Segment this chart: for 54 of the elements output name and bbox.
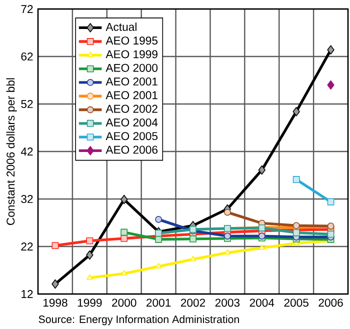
legend-label: AEO 2006 bbox=[106, 146, 158, 154]
point bbox=[327, 230, 334, 238]
legend-label: Actual bbox=[106, 22, 136, 31]
point bbox=[327, 198, 334, 206]
point bbox=[120, 194, 128, 204]
x-tick-label: 2006 bbox=[318, 298, 343, 307]
legend-label: AEO 2001 bbox=[106, 78, 158, 86]
legend-label: AEO 2000 bbox=[106, 64, 158, 72]
y-tick-label: 12 bbox=[22, 290, 33, 298]
x-tick-label: 2005 bbox=[284, 298, 308, 307]
point bbox=[155, 236, 162, 243]
point bbox=[327, 80, 334, 90]
point bbox=[327, 45, 334, 55]
point bbox=[190, 256, 196, 262]
point bbox=[292, 229, 300, 236]
point bbox=[52, 242, 59, 250]
point bbox=[155, 216, 162, 223]
point bbox=[292, 176, 300, 183]
x-tick-label: 2001 bbox=[146, 298, 171, 307]
x-tick-label: 1999 bbox=[78, 298, 102, 307]
legend-label: AEO 2002 bbox=[106, 104, 158, 113]
legend-label: AEO 1999 bbox=[106, 50, 158, 58]
x-tick-label: 2003 bbox=[215, 298, 240, 307]
x-tick-label: 2004 bbox=[250, 298, 274, 307]
x-tick-label: 2000 bbox=[112, 298, 136, 307]
y-tick-label: 42 bbox=[20, 148, 33, 156]
point bbox=[258, 244, 265, 250]
y-tick-label: 22 bbox=[21, 242, 33, 250]
point bbox=[190, 235, 196, 242]
point bbox=[86, 237, 94, 244]
point bbox=[86, 274, 93, 280]
point bbox=[120, 228, 128, 236]
y-tick-label: 52 bbox=[21, 100, 33, 108]
point bbox=[155, 230, 162, 237]
point bbox=[121, 270, 128, 276]
point bbox=[86, 250, 94, 260]
y-tick-label: 72 bbox=[21, 5, 33, 13]
point bbox=[156, 262, 162, 268]
point bbox=[292, 106, 300, 116]
point bbox=[52, 279, 59, 289]
y-axis-title: Constant 2006 dollars per bbl bbox=[6, 78, 17, 225]
legend-label: AEO 2001 bbox=[106, 91, 158, 100]
point bbox=[258, 165, 266, 175]
legend-label: AEO 1995 bbox=[106, 36, 158, 45]
point bbox=[120, 234, 128, 242]
x-tick-label: 1998 bbox=[43, 298, 68, 307]
y-tick-label: 62 bbox=[21, 52, 33, 61]
point bbox=[224, 208, 231, 216]
y-tick-label: 32 bbox=[21, 194, 33, 204]
point bbox=[224, 249, 230, 255]
legend-label: AEO 2005 bbox=[106, 132, 158, 140]
x-tick-label: 2002 bbox=[180, 298, 206, 307]
legend-label: AEO 2004 bbox=[106, 118, 158, 126]
source-note: Source: Energy Information Administration bbox=[38, 315, 239, 326]
